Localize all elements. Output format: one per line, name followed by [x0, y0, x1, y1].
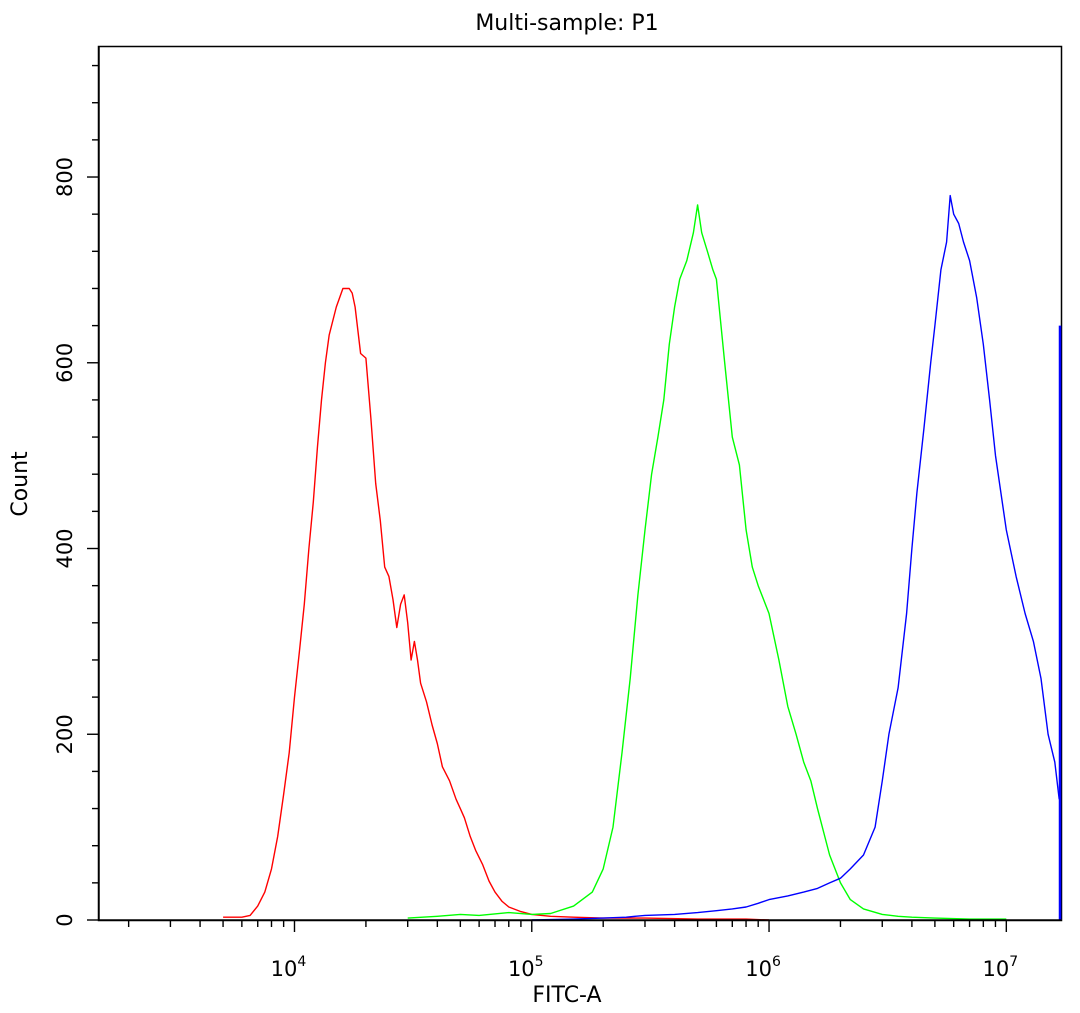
y-tick-label: 600 — [53, 343, 77, 383]
x-axis-label: FITC-A — [532, 983, 601, 1008]
series-line-3 — [531, 194, 1060, 921]
y-axis-label: Count — [8, 451, 33, 517]
y-tick-label: 0 — [53, 913, 77, 926]
plot-frame — [97, 45, 1063, 922]
y-tick-label: 200 — [53, 714, 77, 754]
x-tick-label: 107 — [982, 954, 1018, 981]
y-tick-label: 800 — [53, 157, 77, 197]
x-tick-label: 104 — [271, 954, 307, 981]
y-axis: 0 200 400 600 800 — [53, 47, 100, 927]
x-tick-label: 106 — [745, 954, 781, 981]
y-tick-label: 400 — [53, 528, 77, 568]
series-layer — [223, 194, 1062, 921]
series-line-1 — [223, 287, 770, 921]
chart-title: Multi-sample: P1 — [475, 11, 658, 36]
series-line-2 — [407, 204, 1007, 920]
x-axis: 104 105 106 107 — [99, 919, 1061, 981]
x-tick-label: 105 — [508, 954, 544, 981]
